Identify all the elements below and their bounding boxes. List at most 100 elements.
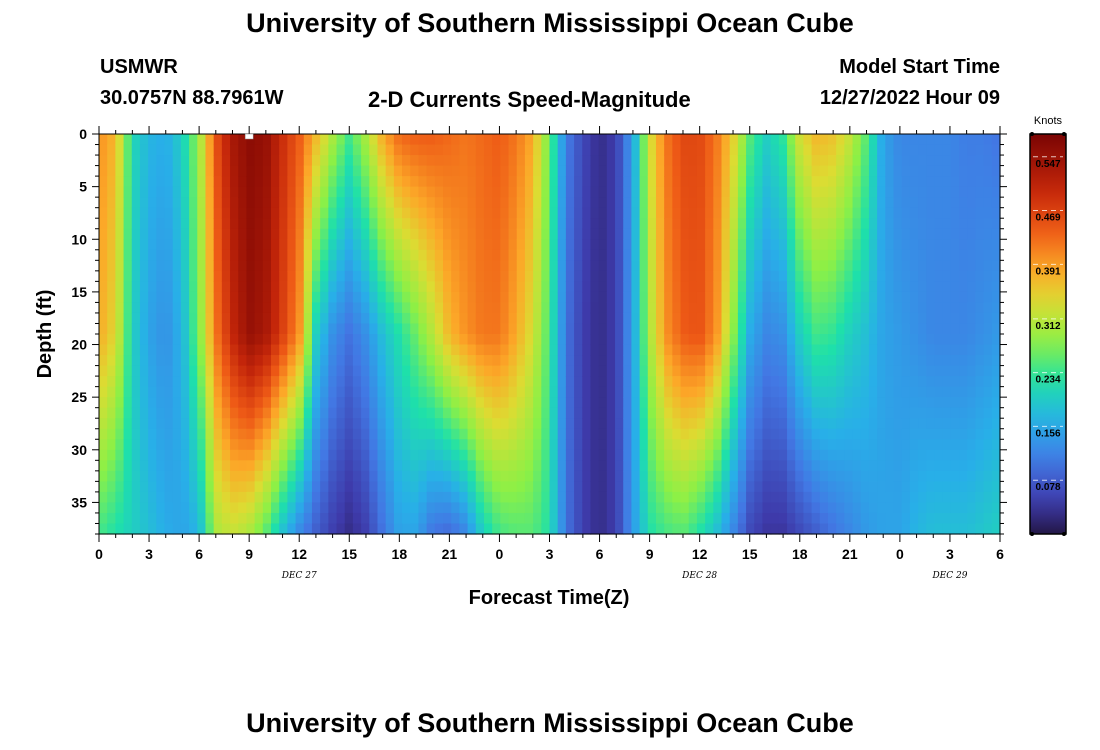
heatmap-cell — [418, 197, 428, 209]
heatmap-cell — [959, 197, 968, 209]
heatmap-cell — [393, 176, 403, 188]
heatmap-cell — [279, 270, 288, 282]
heatmap-cell — [696, 228, 706, 240]
heatmap-cell — [516, 428, 526, 440]
heatmap-cell — [639, 386, 649, 398]
heatmap-cell — [246, 270, 256, 282]
heatmap-cell — [172, 239, 182, 251]
heatmap-cell — [795, 470, 805, 482]
heatmap-cell — [172, 291, 182, 304]
heatmap-cell — [819, 291, 829, 304]
heatmap-cell — [950, 176, 960, 188]
heatmap-cell — [606, 344, 616, 356]
heatmap-cell — [254, 449, 264, 461]
heatmap-cell — [975, 207, 985, 219]
heatmap-cell — [770, 491, 780, 504]
heatmap-cell — [991, 176, 1001, 188]
heatmap-cell — [836, 502, 845, 514]
heatmap-cell — [844, 449, 854, 461]
heatmap-cell — [508, 239, 518, 251]
heatmap-cell — [352, 407, 362, 419]
heatmap-cell — [402, 428, 411, 440]
heatmap-cell — [819, 460, 829, 472]
heatmap-cell — [410, 249, 420, 261]
heatmap-cell — [950, 481, 960, 493]
heatmap-cell — [664, 397, 673, 409]
heatmap-cell — [746, 186, 755, 198]
heatmap-cell — [647, 228, 657, 240]
heatmap-cell — [123, 334, 133, 346]
heatmap-cell — [991, 523, 1001, 535]
heatmap-cell — [705, 523, 714, 535]
heatmap-cell — [303, 418, 313, 430]
heatmap-cell — [713, 502, 723, 514]
heatmap-cell — [836, 302, 845, 314]
heatmap-cell — [369, 355, 379, 367]
heatmap-cell — [377, 207, 387, 219]
heatmap-cell — [860, 207, 870, 219]
heatmap-cell — [295, 302, 305, 314]
heatmap-cell — [336, 407, 346, 419]
heatmap-cell — [959, 334, 968, 346]
heatmap-cell — [311, 291, 321, 304]
heatmap-cell — [893, 312, 903, 325]
heatmap-cell — [443, 460, 452, 472]
heatmap-cell — [574, 386, 583, 398]
heatmap-cell — [156, 449, 166, 461]
heatmap-cell — [991, 260, 1001, 272]
heatmap-cell — [688, 365, 698, 377]
heatmap-cell — [393, 260, 403, 272]
heatmap-cell — [672, 323, 682, 335]
heatmap-cell — [459, 481, 469, 493]
heatmap-cell — [901, 376, 911, 388]
heatmap-cell — [180, 491, 190, 504]
heatmap-cell — [369, 523, 379, 535]
heatmap-cell — [524, 207, 534, 219]
heatmap-cell — [836, 523, 845, 535]
heatmap-cell — [320, 176, 329, 188]
heatmap-cell — [213, 481, 223, 493]
heatmap-cell — [426, 302, 436, 314]
heatmap-cell — [148, 302, 157, 314]
heatmap-cell — [598, 260, 608, 272]
heatmap-cell — [508, 249, 518, 261]
heatmap-cell — [451, 176, 460, 188]
heatmap-cell — [246, 386, 256, 398]
heatmap-cell — [696, 207, 706, 219]
heatmap-cell — [926, 376, 936, 388]
heatmap-cell — [918, 470, 927, 482]
heatmap-cell — [836, 428, 845, 440]
heatmap-cell — [205, 291, 215, 304]
heatmap-cell — [434, 397, 444, 409]
heatmap-cell — [852, 355, 862, 367]
heatmap-cell — [99, 397, 108, 409]
heatmap-cell — [844, 376, 854, 388]
heatmap-cell — [672, 134, 682, 146]
heatmap-cell — [623, 228, 633, 240]
heatmap-cell — [180, 270, 190, 282]
heatmap-cell — [950, 512, 960, 525]
heatmap-cell — [320, 134, 329, 146]
heatmap-cell — [336, 134, 346, 146]
heatmap-cell — [156, 523, 166, 535]
heatmap-cell — [934, 186, 944, 198]
heatmap-cell — [746, 491, 755, 504]
heatmap-cell — [590, 176, 600, 188]
heatmap-cell — [647, 428, 657, 440]
heatmap-cell — [238, 207, 248, 219]
heatmap-cell — [393, 218, 403, 230]
heatmap-cell — [107, 355, 116, 367]
heatmap-cell — [655, 186, 665, 198]
heatmap-cell — [737, 312, 747, 325]
heatmap-cell — [148, 207, 157, 219]
heatmap-cell — [426, 144, 436, 156]
heatmap-cell — [418, 323, 428, 335]
heatmap-cell — [729, 386, 739, 398]
heatmap-cell — [746, 355, 755, 367]
heatmap-cell — [975, 197, 985, 209]
heatmap-cell — [123, 302, 133, 314]
heatmap-cell — [615, 291, 624, 304]
heatmap-cell — [639, 249, 649, 261]
heatmap-cell — [385, 512, 395, 525]
heatmap-cell — [451, 334, 460, 346]
